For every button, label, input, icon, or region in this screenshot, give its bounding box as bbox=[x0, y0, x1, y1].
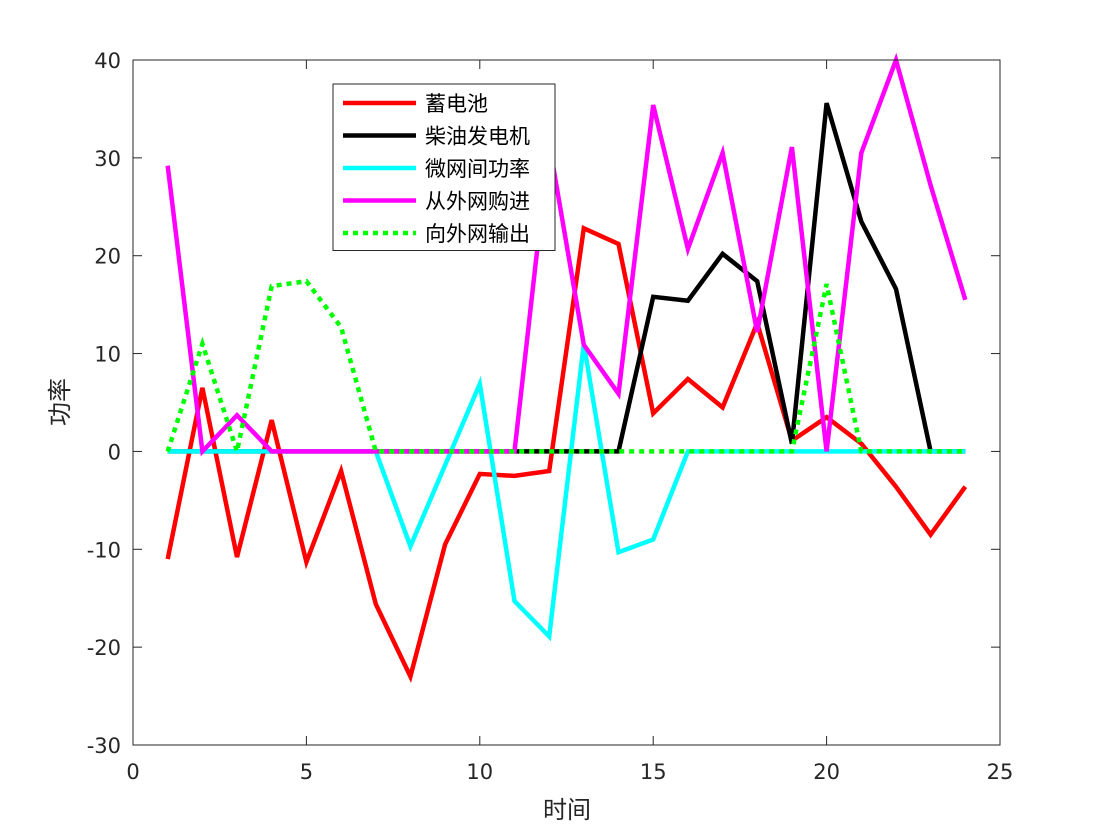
y-tick-label: 30 bbox=[94, 147, 121, 171]
legend-label-5: 向外网输出 bbox=[425, 222, 530, 246]
series-line-5 bbox=[165, 278, 966, 461]
y-tick-label: 40 bbox=[94, 49, 121, 73]
y-axis-title: 功率 bbox=[46, 378, 74, 426]
x-axis-title: 时间 bbox=[543, 796, 591, 824]
x-tick-label: 20 bbox=[813, 760, 840, 784]
axes-layer bbox=[132, 59, 1001, 746]
y-tick-label: -20 bbox=[87, 636, 121, 660]
y-tick-label: 20 bbox=[94, 245, 121, 269]
x-tick-label: 15 bbox=[640, 760, 667, 784]
x-tick-label: 25 bbox=[987, 760, 1014, 784]
y-tick-label: 10 bbox=[94, 343, 121, 367]
series-line-1 bbox=[165, 225, 968, 684]
y-tick-label: -30 bbox=[87, 734, 121, 758]
x-tick-label: 10 bbox=[466, 760, 493, 784]
x-tick-label: 5 bbox=[300, 760, 313, 784]
axes-box bbox=[132, 59, 1001, 746]
legend-label-3: 微网间功率 bbox=[425, 157, 530, 181]
y-tick-label: 0 bbox=[108, 440, 121, 464]
legend-label-4: 从外网购进 bbox=[425, 190, 530, 214]
tick-layer: 0 5 10 15 20 25 -30 -20 -10 0 10 20 30 40 bbox=[87, 49, 1014, 784]
y-tick-label: -10 bbox=[87, 538, 121, 562]
legend-label-2: 柴油发电机 bbox=[425, 125, 530, 149]
series-line-4 bbox=[165, 52, 968, 457]
x-tick-label: 0 bbox=[126, 760, 139, 784]
series-layer bbox=[165, 52, 968, 684]
legend-label-1: 蓄电池 bbox=[425, 92, 488, 116]
